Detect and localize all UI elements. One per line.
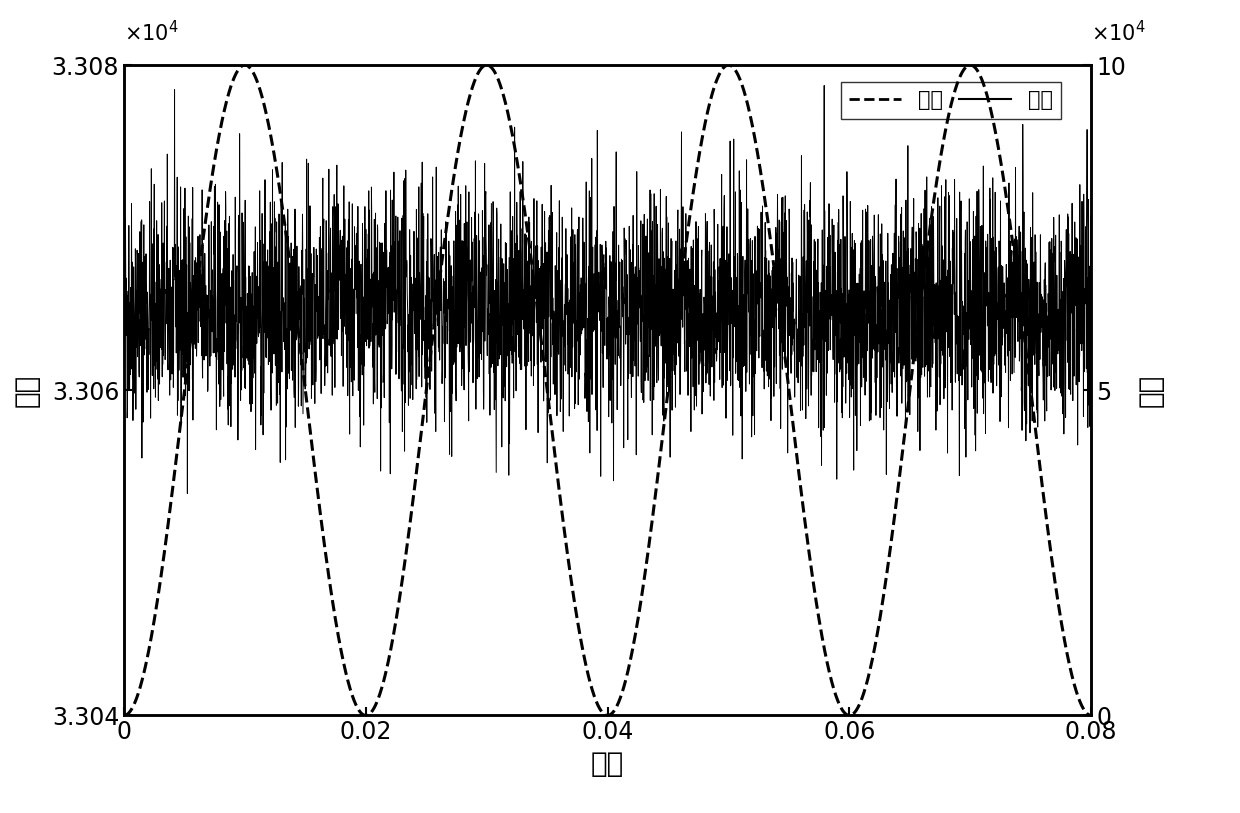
Legend: 电压, 电流: 电压, 电流 xyxy=(841,82,1061,119)
Y-axis label: 电流: 电流 xyxy=(12,374,41,406)
Y-axis label: 电压: 电压 xyxy=(1137,374,1166,406)
Text: $\times 10^4$: $\times 10^4$ xyxy=(1091,20,1146,46)
X-axis label: 时间: 时间 xyxy=(591,750,624,778)
Text: $\times 10^4$: $\times 10^4$ xyxy=(124,20,179,46)
